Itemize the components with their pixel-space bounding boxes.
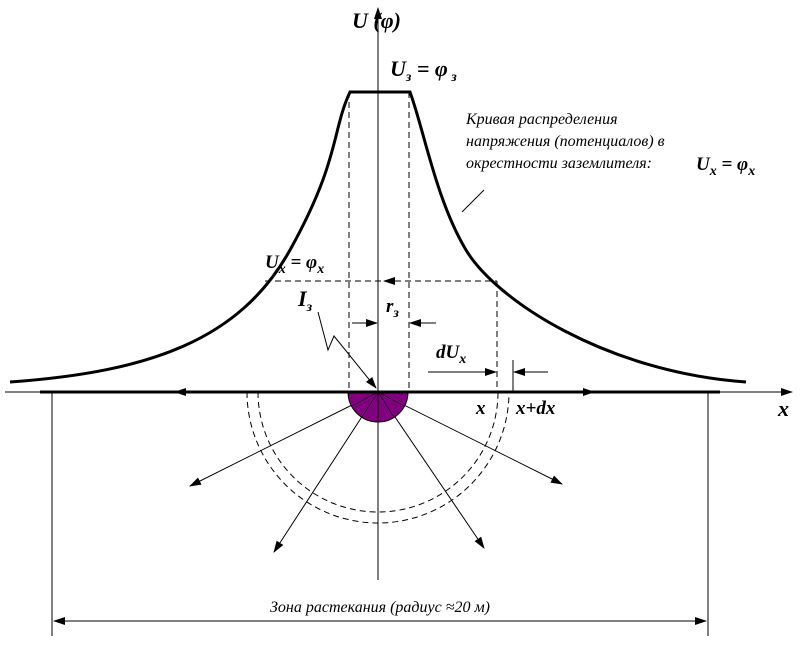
plateau-label: Uз = φ з — [390, 56, 457, 85]
x-axis-label: x — [777, 396, 789, 421]
current-lines — [189, 391, 563, 553]
x-dx-label: x+dx — [515, 398, 556, 419]
current-label: Iз — [297, 286, 313, 315]
radius-label: rз — [386, 296, 399, 321]
diff-label: dUx — [436, 342, 466, 367]
curve-note: Кривая распределения — [465, 111, 618, 128]
curve-formula: Ux = φx — [696, 154, 755, 179]
y-axis-label: U (φ) — [352, 8, 401, 33]
potential-curve — [9, 90, 747, 384]
pointer — [461, 189, 485, 213]
current-symbol — [317, 311, 377, 389]
level-label: Ux = φx — [265, 252, 324, 277]
equipotential — [257, 391, 499, 513]
curve-note: окрестности заземлителя: — [466, 155, 652, 172]
zone-dimension: Зона растекания (радиус ≈20 м) — [51, 392, 709, 636]
x-point-label: x — [475, 398, 486, 419]
curve-note: напряжения (потенциалов) в — [466, 133, 665, 150]
zone-label: Зона растекания (радиус ≈20 м) — [270, 599, 490, 616]
